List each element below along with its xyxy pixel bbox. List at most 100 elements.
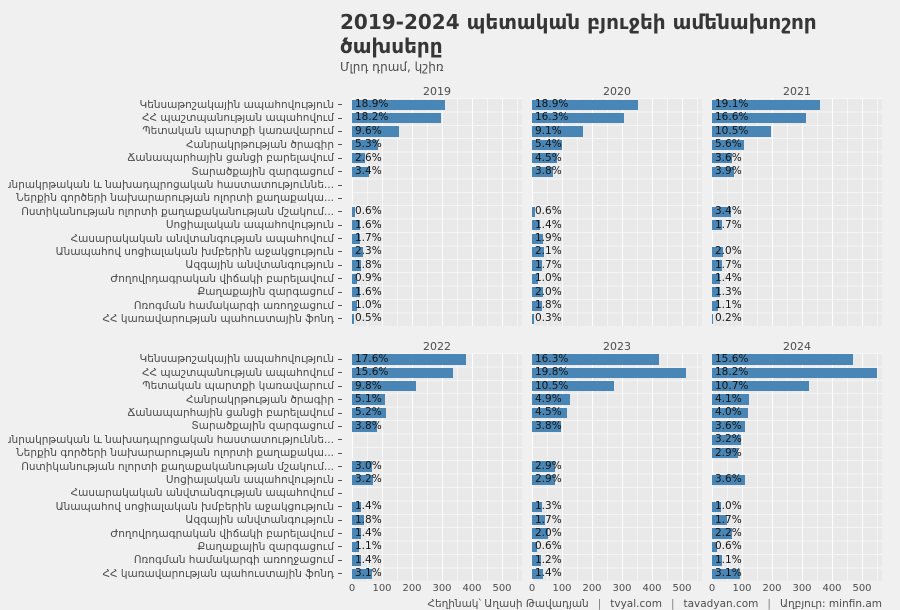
bar-2022-row8 bbox=[352, 461, 372, 472]
caption-author: Հեղինակ՝ Աղասի Թավադյան bbox=[427, 597, 589, 610]
x-axis-tick-label: 400 bbox=[462, 582, 482, 594]
bar-value-label: 3.2% bbox=[715, 433, 742, 446]
y-axis-tick bbox=[338, 130, 342, 132]
category-label-text: ՀՀ պաշտպանության ապահովում bbox=[142, 366, 334, 379]
y-axis-tick bbox=[338, 157, 342, 159]
bar-value-label: 3.6% bbox=[715, 473, 742, 486]
bar-2020-row8 bbox=[532, 206, 536, 218]
bar-value-label: 1.6% bbox=[355, 218, 382, 231]
facet-panel-2021: 19.1% 16.6% 10.5% 5.6% 3.6% 3.9% 3.4% 1.7% 2.0% 1… bbox=[712, 98, 882, 326]
bar-value-label: 1.4% bbox=[355, 553, 382, 566]
category-label: Ոռոգման համակարգի առողջացում bbox=[8, 299, 342, 312]
bar-value-label: 3.1% bbox=[715, 567, 742, 580]
bar-2022-row16 bbox=[352, 568, 373, 580]
bar-value-label: 1.1% bbox=[715, 299, 742, 311]
category-label-text: Հանրակրթական և նախադպրոցական հաստատությո… bbox=[8, 179, 334, 192]
y-axis-tick bbox=[338, 251, 342, 253]
caption-separator: | bbox=[597, 597, 602, 610]
bar-2020-row4 bbox=[532, 153, 558, 164]
bar-value-label: 4.1% bbox=[715, 392, 742, 405]
x-axis-tick-label: 0 bbox=[708, 582, 716, 594]
y-axis-tick bbox=[338, 117, 342, 119]
bar-2024-row9 bbox=[712, 474, 745, 486]
bar-2023-row9 bbox=[532, 474, 555, 486]
facet-header-spacer bbox=[8, 81, 342, 98]
category-label: Ժողովրդագրական վիճակի բարելավում bbox=[8, 527, 342, 540]
bar-2021-row9 bbox=[712, 220, 722, 231]
bar-2024-row1 bbox=[712, 367, 877, 379]
bar-2024-row0 bbox=[712, 354, 854, 365]
bar-2020-row1 bbox=[532, 112, 624, 124]
bar-2022-row1 bbox=[352, 367, 454, 379]
x-axis-tick-label: 100 bbox=[372, 582, 392, 594]
y-axis-tick bbox=[338, 399, 342, 401]
y-axis-tick bbox=[338, 264, 342, 266]
category-label-text: Ոռոգման համակարգի առողջացում bbox=[133, 554, 334, 567]
bar-value-label: 1.7% bbox=[715, 513, 742, 526]
y-axis-tick bbox=[338, 425, 342, 427]
category-label-text: Հասարակական անվտանգության ապահովում bbox=[70, 232, 334, 245]
bar-2022-row11 bbox=[352, 501, 361, 513]
bar-value-label: 18.9% bbox=[535, 98, 569, 110]
bar-value-label: 1.4% bbox=[355, 500, 382, 513]
bar-2020-row15 bbox=[532, 300, 543, 311]
y-axis-tick bbox=[338, 211, 342, 213]
category-label: Ժողովրդագրական վիճակի բարելավում bbox=[8, 272, 342, 285]
x-axis-tick-label: 100 bbox=[732, 582, 752, 594]
category-label: ՀՀ կառավարության պահուստային ֆոնդ bbox=[8, 567, 342, 580]
y-axis-tick bbox=[338, 104, 342, 106]
category-label: Հանրակրթության ծրագիր bbox=[8, 138, 342, 151]
bar-2022-row9 bbox=[352, 474, 373, 486]
y-axis-tick bbox=[338, 466, 342, 468]
bar-2021-row2 bbox=[712, 126, 772, 137]
bar-value-label: 2.0% bbox=[535, 526, 562, 539]
bar-2024-row2 bbox=[712, 381, 809, 392]
y-axis-tick bbox=[338, 546, 342, 548]
bar-value-label: 1.8% bbox=[355, 258, 382, 271]
bar-2020-row11 bbox=[532, 246, 544, 258]
bar-value-label: 10.5% bbox=[535, 379, 569, 392]
category-label: Ճանապարհային ցանցի բարելավում bbox=[8, 152, 342, 165]
facet-panel-2022: 17.6% 15.6% 9.8% 5.1% 5.2% 3.8% 3.0% 3.2% 1.4% 1.… bbox=[352, 352, 522, 581]
category-label-text: Ժողովրդագրական վիճակի բարելավում bbox=[110, 272, 334, 285]
y-axis-tick bbox=[338, 171, 342, 173]
y-axis-tick bbox=[338, 144, 342, 146]
bar-value-label: 3.9% bbox=[715, 165, 742, 177]
category-label: Ոստիկանության ոլորտի քաղաքականության մշա… bbox=[8, 205, 342, 218]
bar-value-label: 3.6% bbox=[715, 151, 742, 164]
category-label-text: Ոստիկանության ոլորտի քաղաքականության մշա… bbox=[21, 205, 334, 218]
bar-2021-row12 bbox=[712, 260, 722, 271]
y-axis-tick bbox=[338, 385, 342, 387]
bar-2023-row14 bbox=[532, 541, 537, 553]
bar-value-label: 4.0% bbox=[715, 406, 742, 419]
category-label-text: ՀՀ կառավարության պահուստային ֆոնդ bbox=[102, 567, 334, 580]
category-label-text: Ոռոգման համակարգի առողջացում bbox=[133, 299, 334, 312]
x-axis-col2: 0 100 200 300 400 500 bbox=[529, 581, 702, 594]
bar-value-label: 18.9% bbox=[355, 98, 389, 110]
facet-panel-2023: 16.3% 19.8% 10.5% 4.9% 4.5% 3.8% 2.9% 2.9% 1.3% 1… bbox=[532, 352, 702, 581]
bar-2024-row4 bbox=[712, 407, 749, 419]
category-label: Հանրակրթական և նախադպրոցական հաստատությո… bbox=[8, 178, 342, 191]
x-axis-tick-label: 500 bbox=[492, 582, 512, 594]
category-label: Ներքին գործերի նախարարության ոլորտի քաղա… bbox=[8, 192, 342, 205]
bar-2024-row7 bbox=[712, 448, 739, 459]
y-axis-tick bbox=[338, 412, 342, 414]
category-label: Սոցիալական ապահովություն bbox=[8, 473, 342, 486]
y-axis-tick bbox=[338, 573, 342, 575]
category-label-text: Կենսաթոշակային ապահովություն bbox=[139, 353, 334, 366]
bar-2020-row14 bbox=[532, 287, 544, 298]
bar-2024-row5 bbox=[712, 421, 745, 432]
y-axis-tick bbox=[338, 197, 342, 199]
bar-2019-row14 bbox=[352, 287, 360, 298]
bar-2023-row15 bbox=[532, 555, 542, 566]
bar-value-label: 1.0% bbox=[715, 500, 742, 513]
category-label: Հանրակրթության ծրագիր bbox=[8, 393, 342, 406]
bar-2023-row16 bbox=[532, 568, 543, 580]
facet-title-2023: 2023 bbox=[603, 339, 631, 353]
bar-value-label: 19.1% bbox=[715, 98, 749, 110]
y-axis-tick bbox=[338, 305, 342, 307]
caption-site-tvyal: tvyal.com bbox=[610, 597, 662, 610]
category-label: Տարածքային զարգացում bbox=[8, 420, 342, 433]
category-label-text: Տարածքային զարգացում bbox=[191, 165, 334, 178]
